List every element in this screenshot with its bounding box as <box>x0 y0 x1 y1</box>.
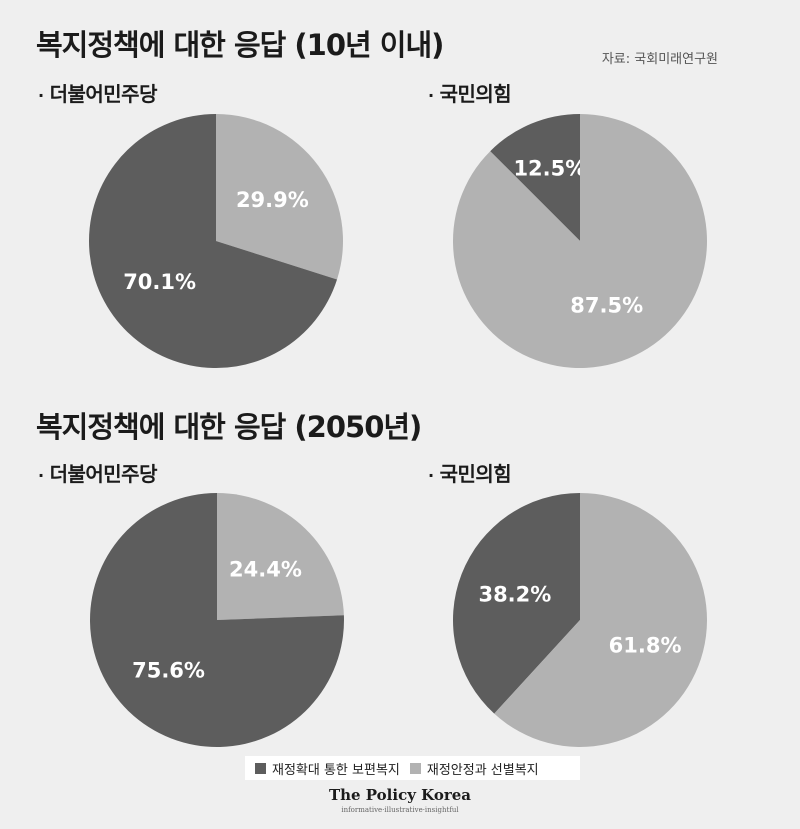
legend-label: 재정안정과 선별복지 <box>426 762 539 778</box>
legend: 재정확대 통한 보편복지 재정안정과 선별복지 <box>245 756 580 780</box>
party-name: 국민의힘 <box>439 462 512 486</box>
party-name: 더불어민주당 <box>49 82 158 106</box>
pie-slice-stability <box>494 493 708 748</box>
pie-slice-label: 24.4% <box>229 558 302 582</box>
party-label-democratic-2: · 더불어민주당 <box>38 458 157 487</box>
party-name: 더불어민주당 <box>49 462 158 486</box>
party-label-democratic-1: · 더불어민주당 <box>38 78 157 107</box>
pie-slice-label: 75.6% <box>132 658 205 682</box>
party-label-ppp-1: · 국민의힘 <box>428 78 512 107</box>
party-label-ppp-2: · 국민의힘 <box>428 458 512 487</box>
pie-slice-label: 12.5% <box>513 156 586 180</box>
bullet-dot: · <box>428 86 434 105</box>
legend-item-stability: 재정안정과 선별복지 <box>409 759 539 778</box>
brand-logo: The Policy Korea <box>328 786 472 804</box>
section-title-1: 복지정책에 대한 응답 (10년 이내) <box>36 28 444 62</box>
pie-slice-expansion <box>89 493 344 748</box>
legend-swatch-stability <box>409 762 421 774</box>
source-note: 자료: 국회미래연구원 <box>601 52 718 67</box>
pie-slice-label: 87.5% <box>570 294 643 318</box>
pie-slice-expansion <box>89 114 338 368</box>
pie-slice-label: 70.1% <box>123 270 196 294</box>
pie-slice-expansion <box>453 493 580 714</box>
pie-slice-label: 61.8% <box>609 633 682 657</box>
pie-slice-stability <box>217 493 344 620</box>
pie-slice-stability <box>453 114 708 368</box>
bullet-dot: · <box>428 466 434 485</box>
bullet-dot: · <box>38 86 44 105</box>
pie-slice-label: 29.9% <box>236 188 309 212</box>
party-name: 국민의힘 <box>439 82 512 106</box>
pie-slice-label: 38.2% <box>478 583 551 607</box>
legend-swatch-expansion <box>255 762 266 774</box>
brand-tagline: informative·illustrative·insightful <box>341 806 459 814</box>
legend-label: 재정확대 통한 보편복지 <box>272 762 400 778</box>
section-title-2: 복지정책에 대한 응답 (2050년) <box>36 410 422 444</box>
bullet-dot: · <box>38 466 44 485</box>
legend-item-expansion: 재정확대 통한 보편복지 <box>255 759 400 778</box>
pie-slice-stability <box>216 114 343 280</box>
pie-slice-expansion <box>490 114 580 241</box>
